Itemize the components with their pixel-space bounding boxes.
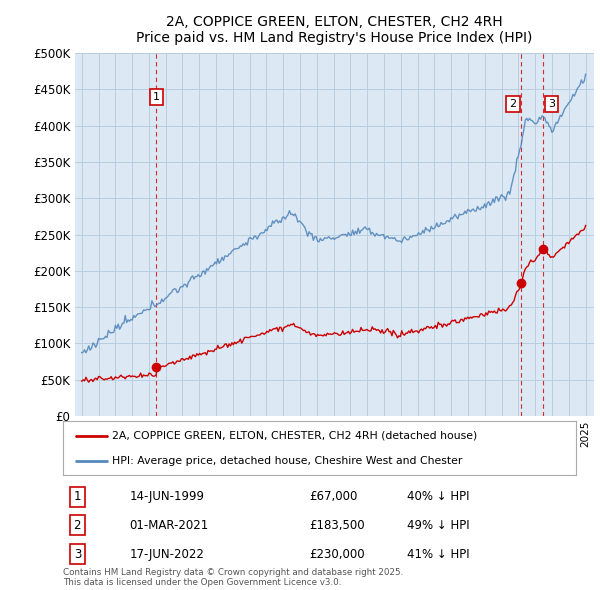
Text: 1: 1 — [74, 490, 81, 503]
Text: Contains HM Land Registry data © Crown copyright and database right 2025.
This d: Contains HM Land Registry data © Crown c… — [63, 568, 403, 587]
Text: 17-JUN-2022: 17-JUN-2022 — [130, 548, 205, 560]
Text: 14-JUN-1999: 14-JUN-1999 — [130, 490, 205, 503]
Text: 2: 2 — [509, 99, 517, 109]
Text: 40% ↓ HPI: 40% ↓ HPI — [407, 490, 469, 503]
Text: 49% ↓ HPI: 49% ↓ HPI — [407, 519, 469, 532]
Text: 3: 3 — [74, 548, 81, 560]
Text: 1: 1 — [153, 91, 160, 101]
Text: 2A, COPPICE GREEN, ELTON, CHESTER, CH2 4RH (detached house): 2A, COPPICE GREEN, ELTON, CHESTER, CH2 4… — [112, 431, 477, 441]
Title: 2A, COPPICE GREEN, ELTON, CHESTER, CH2 4RH
Price paid vs. HM Land Registry's Hou: 2A, COPPICE GREEN, ELTON, CHESTER, CH2 4… — [136, 15, 533, 45]
Text: £183,500: £183,500 — [309, 519, 365, 532]
Text: 3: 3 — [548, 99, 555, 109]
Text: 2: 2 — [74, 519, 81, 532]
Text: £67,000: £67,000 — [309, 490, 358, 503]
Text: 01-MAR-2021: 01-MAR-2021 — [130, 519, 209, 532]
Text: HPI: Average price, detached house, Cheshire West and Chester: HPI: Average price, detached house, Ches… — [112, 457, 462, 466]
Text: £230,000: £230,000 — [309, 548, 365, 560]
Text: 41% ↓ HPI: 41% ↓ HPI — [407, 548, 469, 560]
